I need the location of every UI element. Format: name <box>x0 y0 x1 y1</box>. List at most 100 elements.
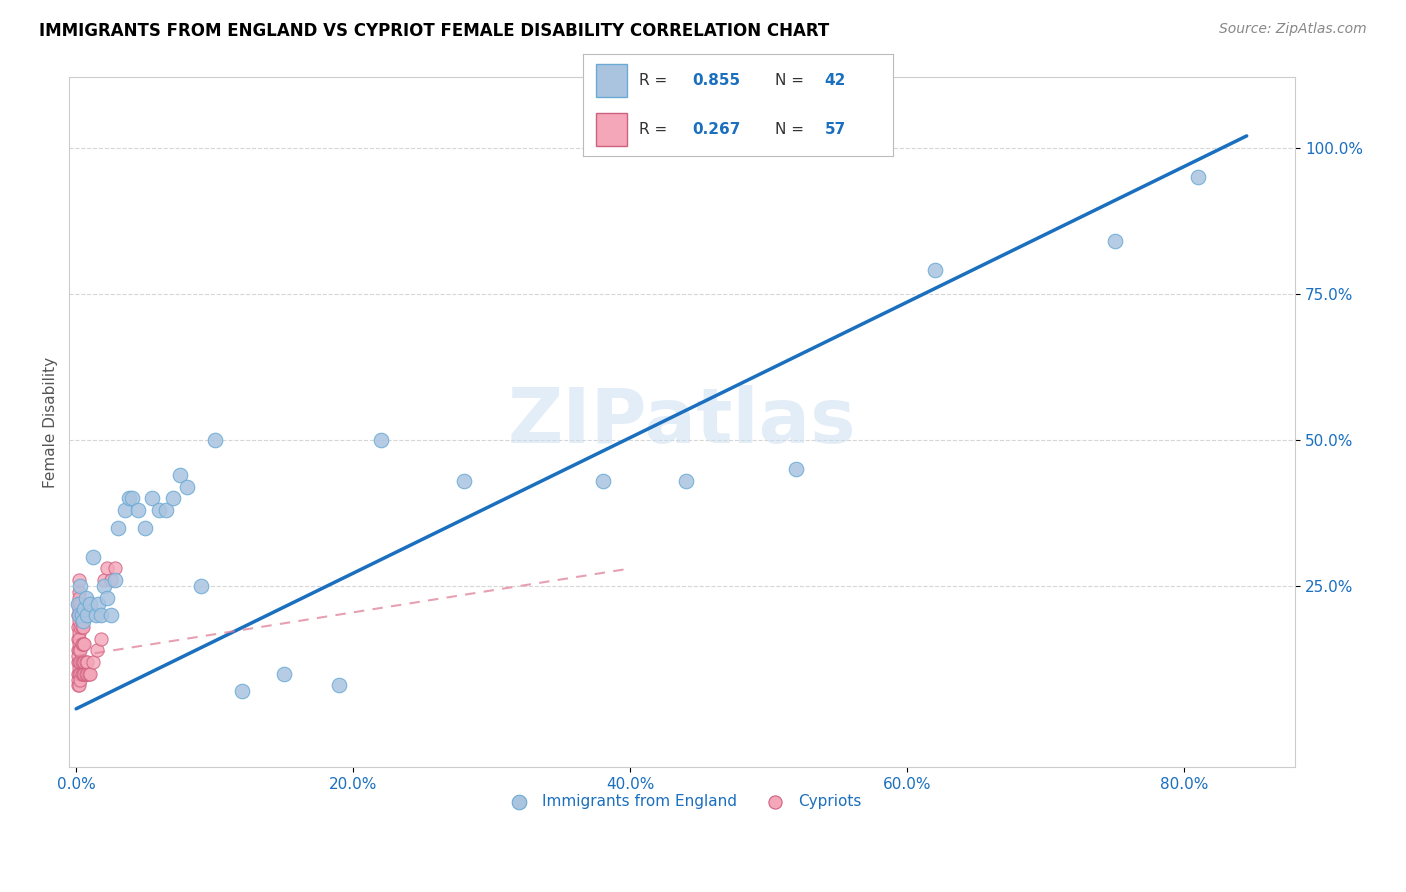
Point <box>76 608 98 623</box>
Point <box>70 608 93 623</box>
Point <box>453 474 475 488</box>
Point <box>96 591 118 605</box>
Point <box>73 638 96 652</box>
Point <box>155 503 177 517</box>
Y-axis label: Female Disability: Female Disability <box>44 357 58 488</box>
Point <box>67 638 90 652</box>
Point <box>69 608 91 623</box>
Point <box>69 579 91 593</box>
Point <box>67 655 90 669</box>
Text: ZIPatlas: ZIPatlas <box>508 385 856 459</box>
Point <box>67 597 90 611</box>
Text: 42: 42 <box>825 72 846 87</box>
Point <box>924 263 946 277</box>
Text: N =: N = <box>775 122 808 137</box>
Point <box>72 655 94 669</box>
Point <box>67 632 90 646</box>
Point <box>190 579 212 593</box>
Point <box>75 666 97 681</box>
Point <box>67 643 90 657</box>
Point <box>114 503 136 517</box>
Point <box>104 573 127 587</box>
Point <box>141 491 163 506</box>
Point <box>67 614 90 628</box>
Point <box>67 591 90 605</box>
Point <box>66 597 89 611</box>
Point <box>66 597 89 611</box>
Point <box>90 608 112 623</box>
Point <box>72 614 94 628</box>
Point <box>73 666 96 681</box>
Point <box>67 608 90 623</box>
Text: 0.855: 0.855 <box>692 72 740 87</box>
Point <box>675 474 697 488</box>
Point <box>67 602 90 616</box>
Point <box>69 673 91 687</box>
Point <box>79 597 101 611</box>
Point <box>93 579 115 593</box>
Point <box>72 638 94 652</box>
Point <box>75 655 97 669</box>
Point <box>107 520 129 534</box>
Point <box>231 684 253 698</box>
Point <box>86 643 108 657</box>
Text: R =: R = <box>640 72 672 87</box>
Point <box>69 643 91 657</box>
Point <box>66 643 89 657</box>
Point <box>93 573 115 587</box>
Point <box>67 678 90 692</box>
Point <box>785 462 807 476</box>
Point <box>66 673 89 687</box>
Point <box>66 620 89 634</box>
Point <box>134 520 156 534</box>
Text: IMMIGRANTS FROM ENGLAND VS CYPRIOT FEMALE DISABILITY CORRELATION CHART: IMMIGRANTS FROM ENGLAND VS CYPRIOT FEMAL… <box>39 22 830 40</box>
Point <box>73 655 96 669</box>
Point <box>592 474 614 488</box>
Point <box>176 480 198 494</box>
Point <box>66 678 89 692</box>
Point <box>96 561 118 575</box>
Point <box>73 602 96 616</box>
Text: 57: 57 <box>825 122 846 137</box>
Point <box>75 591 97 605</box>
Point <box>67 666 90 681</box>
Point <box>84 608 107 623</box>
Text: Source: ZipAtlas.com: Source: ZipAtlas.com <box>1219 22 1367 37</box>
Point <box>70 655 93 669</box>
Point <box>69 655 91 669</box>
Point <box>90 632 112 646</box>
Point <box>69 666 91 681</box>
Point <box>104 561 127 575</box>
Point <box>70 620 93 634</box>
Point <box>204 433 226 447</box>
Point <box>121 491 143 506</box>
Point <box>328 678 350 692</box>
Point <box>370 433 392 447</box>
Point <box>67 585 90 599</box>
Point <box>100 608 122 623</box>
Point <box>66 649 89 664</box>
Point <box>162 491 184 506</box>
Point <box>69 597 91 611</box>
Legend: Immigrants from England, Cypriots: Immigrants from England, Cypriots <box>498 788 868 814</box>
Point <box>118 491 141 506</box>
Point <box>169 467 191 482</box>
Bar <box>596 64 627 96</box>
Point <box>148 503 170 517</box>
Text: N =: N = <box>775 72 808 87</box>
Point <box>70 666 93 681</box>
Point <box>76 655 98 669</box>
Point <box>82 655 104 669</box>
Point <box>273 666 295 681</box>
Text: 0.267: 0.267 <box>692 122 740 137</box>
Point <box>72 620 94 634</box>
Point <box>79 666 101 681</box>
Point <box>128 503 150 517</box>
Point <box>67 608 90 623</box>
Point <box>70 638 93 652</box>
Point <box>66 655 89 669</box>
Point <box>82 549 104 564</box>
Point <box>77 666 100 681</box>
Point <box>1104 234 1126 248</box>
Point <box>66 632 89 646</box>
